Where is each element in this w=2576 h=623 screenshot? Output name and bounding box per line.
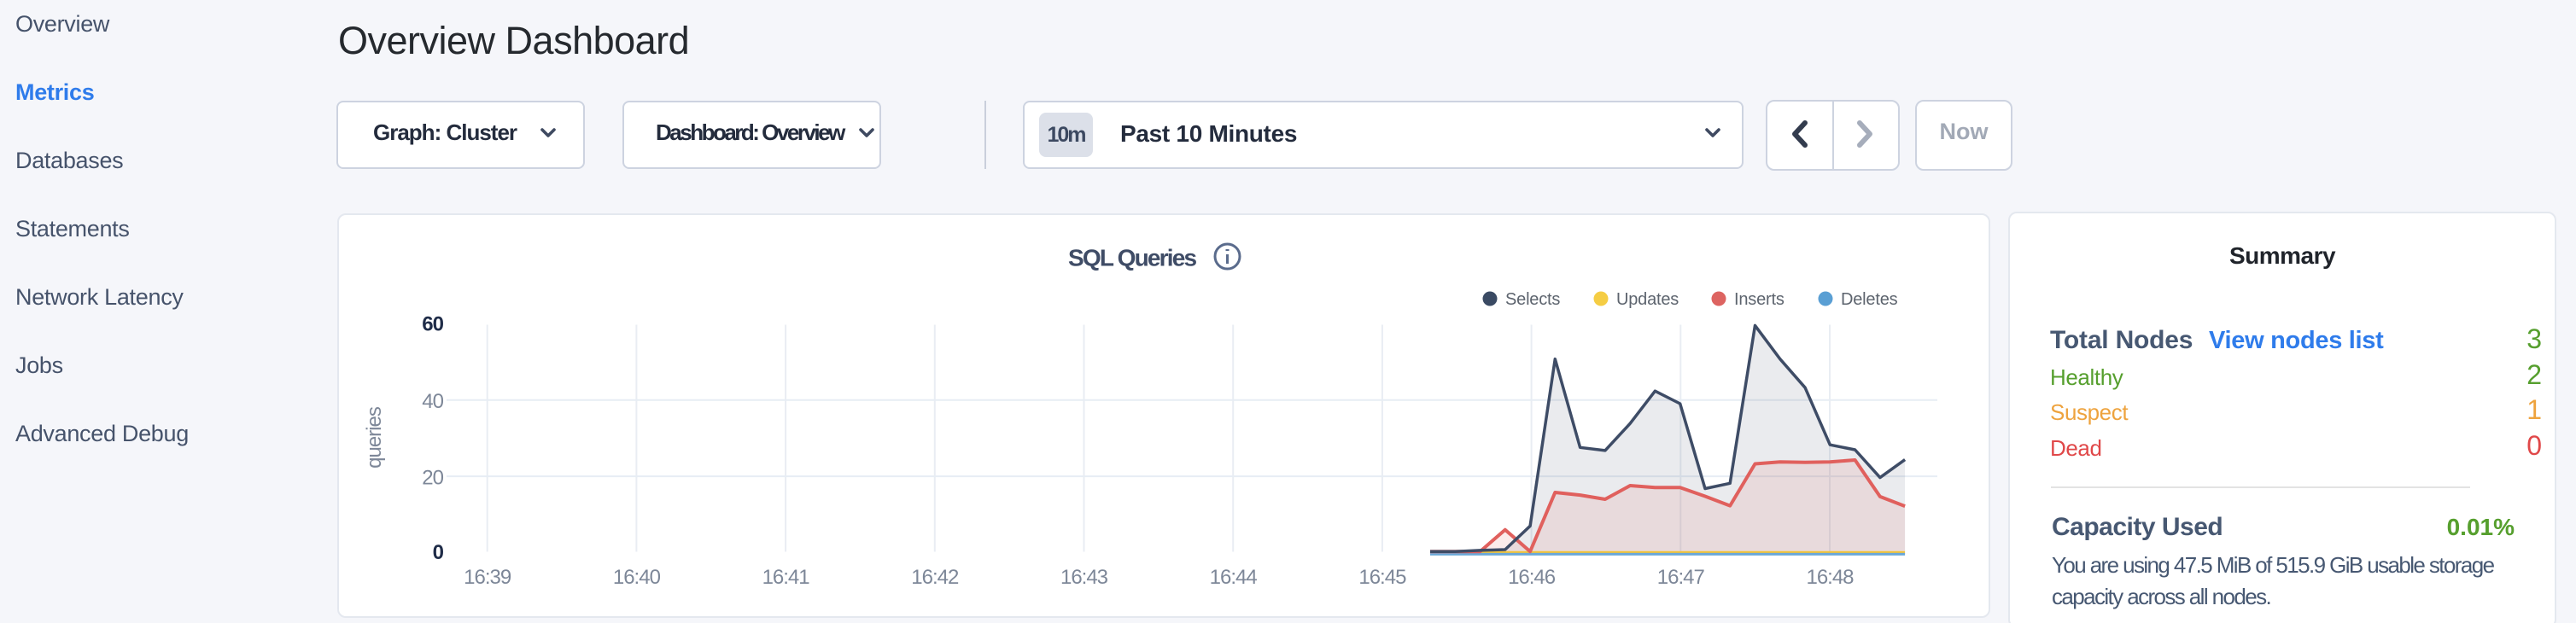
svg-text:SQL Queries: SQL Queries xyxy=(1068,245,1197,271)
svg-text:Inserts: Inserts xyxy=(1734,290,1785,309)
svg-text:16:44: 16:44 xyxy=(1210,566,1258,589)
svg-text:16:45: 16:45 xyxy=(1358,566,1406,589)
svg-text:40: 40 xyxy=(422,390,443,413)
svg-text:60: 60 xyxy=(422,313,443,336)
svg-text:16:43: 16:43 xyxy=(1060,566,1108,589)
svg-text:0: 0 xyxy=(433,541,444,564)
svg-text:16:42: 16:42 xyxy=(911,566,959,589)
svg-text:20: 20 xyxy=(422,467,443,490)
svg-text:16:40: 16:40 xyxy=(613,566,661,589)
svg-text:16:41: 16:41 xyxy=(762,566,810,589)
svg-text:16:47: 16:47 xyxy=(1657,566,1705,589)
svg-text:Selects: Selects xyxy=(1505,290,1560,309)
svg-text:Updates: Updates xyxy=(1616,290,1679,309)
svg-text:queries: queries xyxy=(363,406,386,469)
svg-text:16:46: 16:46 xyxy=(1508,566,1556,589)
svg-text:16:39: 16:39 xyxy=(464,566,511,589)
svg-text:Deletes: Deletes xyxy=(1841,290,1898,309)
svg-text:16:48: 16:48 xyxy=(1806,566,1854,589)
